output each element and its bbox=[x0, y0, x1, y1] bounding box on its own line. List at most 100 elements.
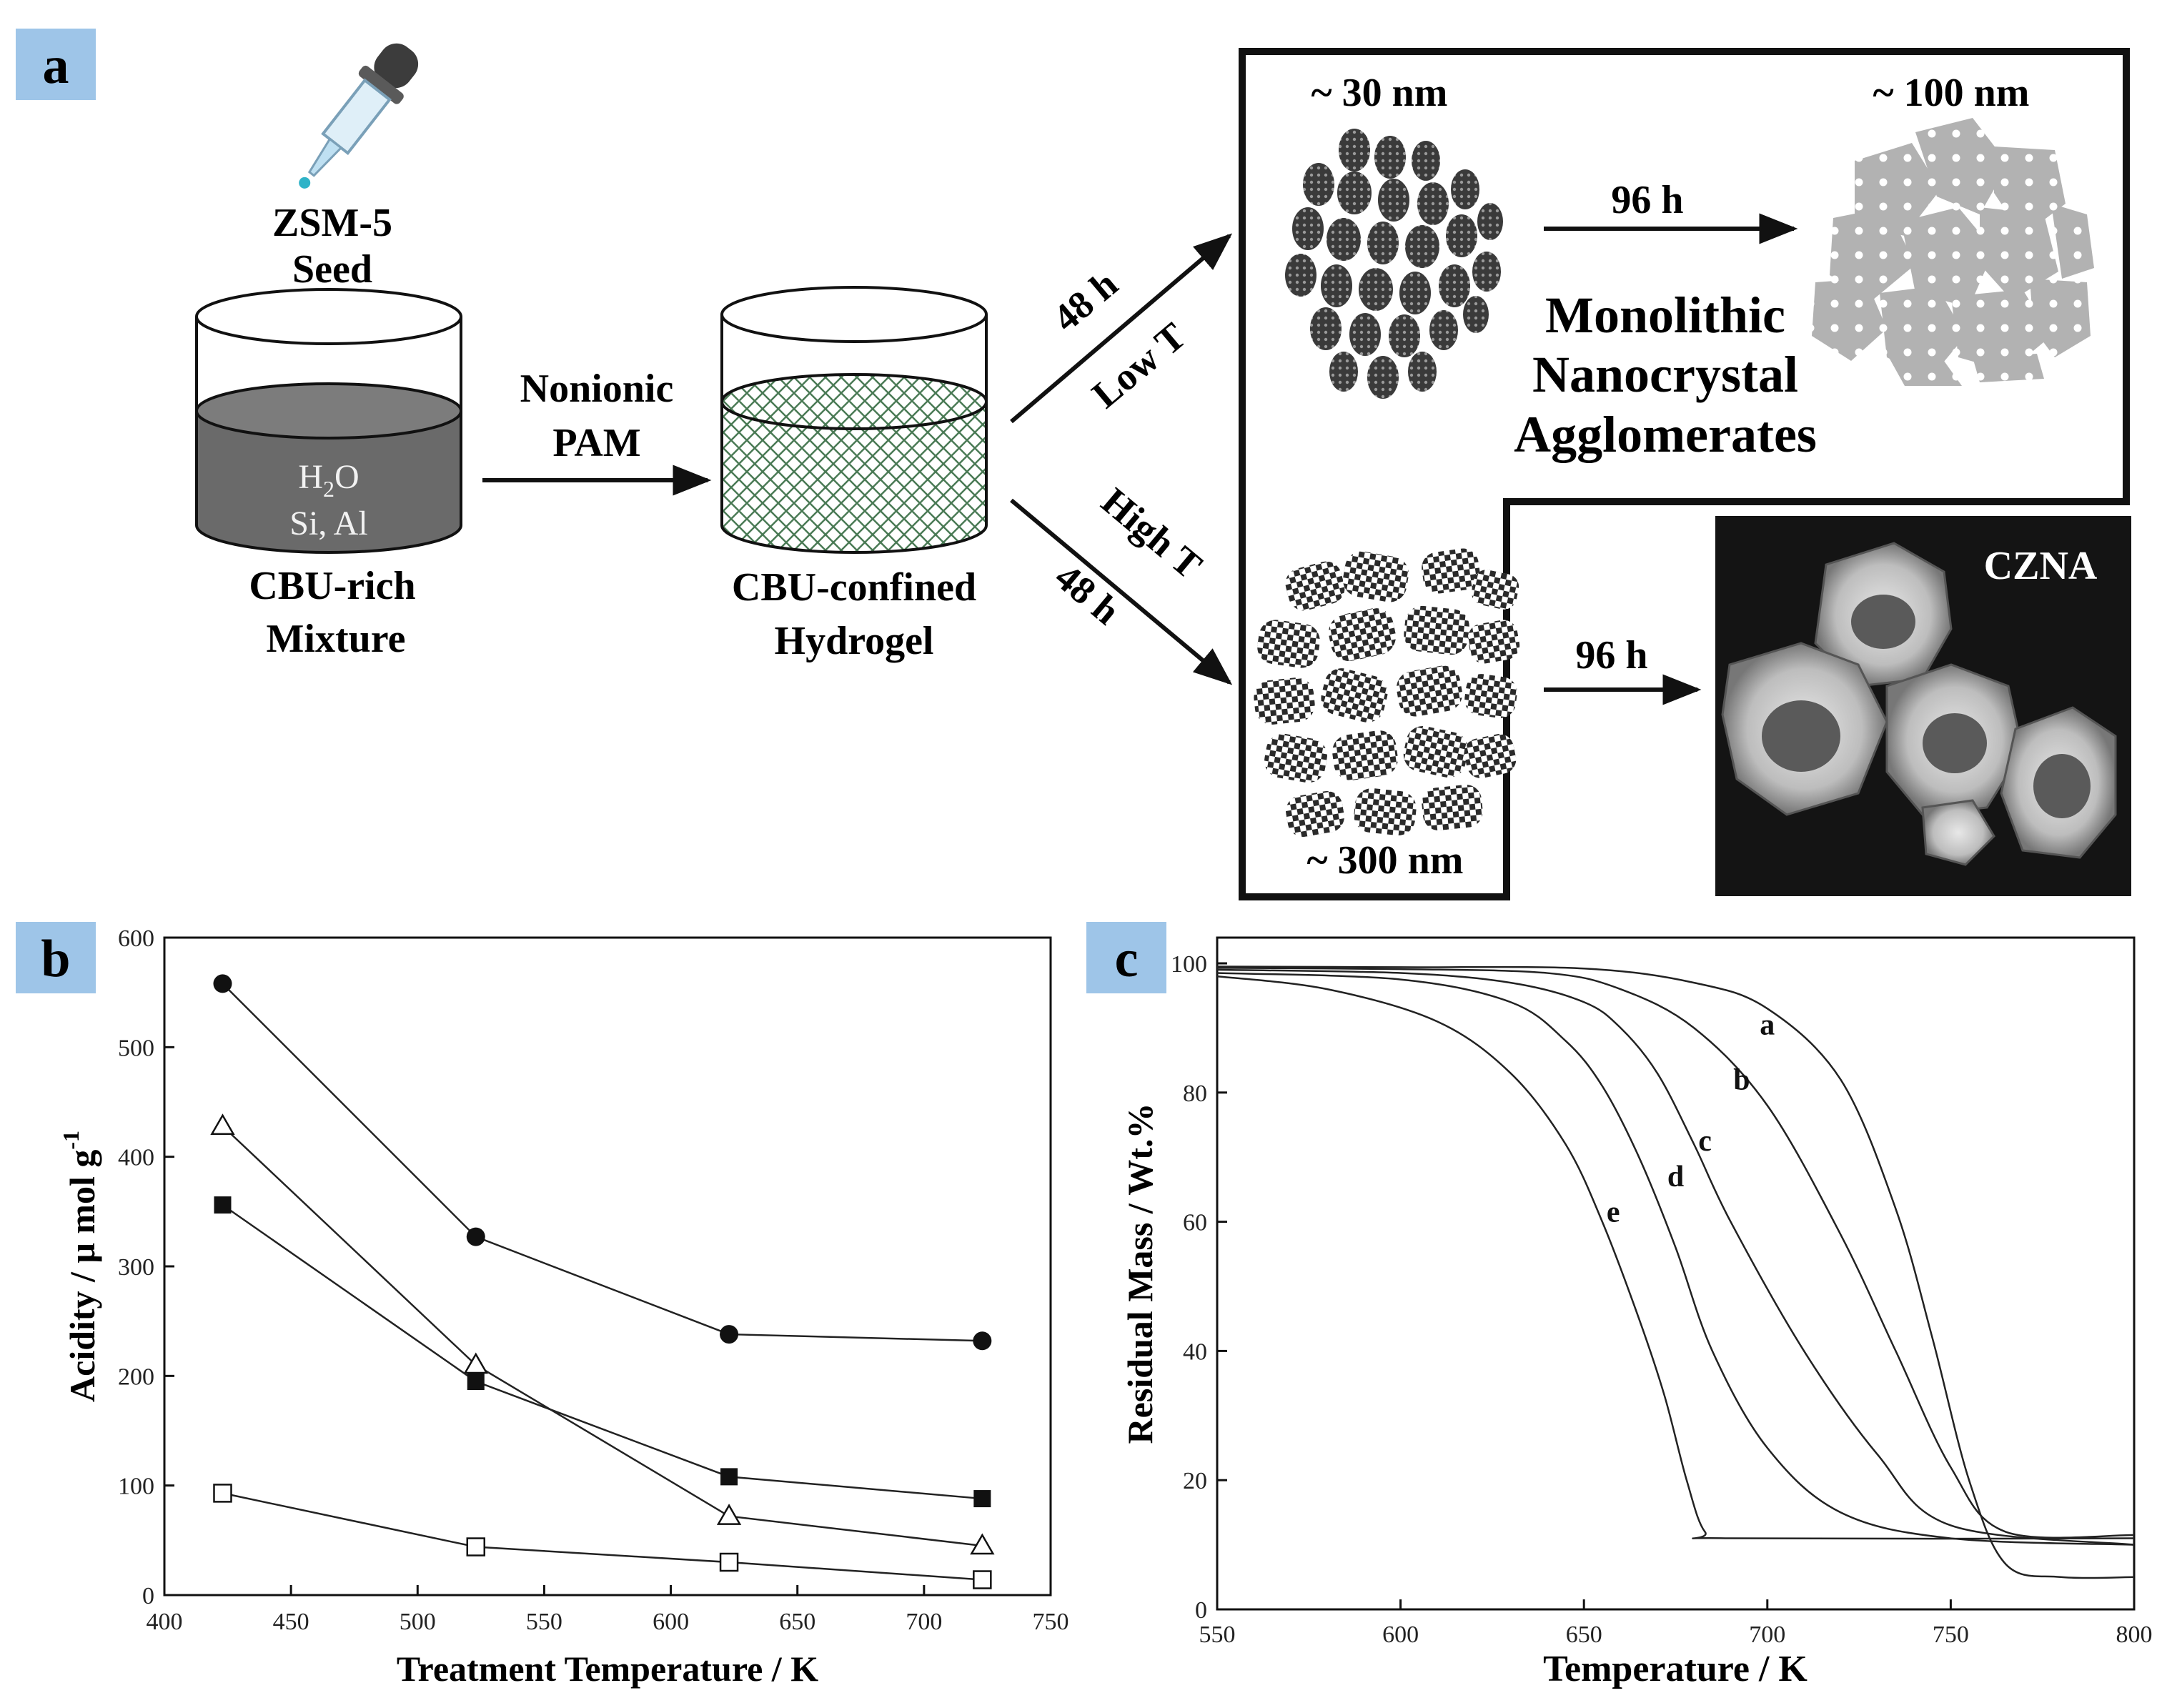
chart-c-ylabel: Residual Mass / Wt.% bbox=[1120, 1103, 1160, 1444]
point-triangle-open bbox=[970, 1533, 995, 1555]
x-tick-label: 550 bbox=[526, 1609, 562, 1635]
x-tick-label: 750 bbox=[1933, 1622, 1969, 1648]
sem-label: CZNA bbox=[1984, 544, 2098, 588]
curve-label-a: a bbox=[1760, 1008, 1775, 1041]
chart-c-ticks: 550 600 650 700 750 800 0 20 40 60 80 100 bbox=[1171, 951, 2153, 1648]
cbu-confined-line1: CBU-confined bbox=[732, 565, 976, 610]
arrow1-line2: PAM bbox=[552, 421, 640, 465]
seed-line2: Seed bbox=[292, 247, 372, 292]
curve-e bbox=[1216, 975, 2135, 1540]
point-circle-filled bbox=[720, 1325, 739, 1344]
product-frame bbox=[1239, 48, 2130, 900]
nanocrystal-cluster-large bbox=[1812, 118, 2094, 386]
arrow1-line1: Nonionic bbox=[520, 367, 674, 411]
nanocrystal-cluster-small bbox=[1285, 129, 1503, 399]
x-tick-label: 750 bbox=[1033, 1609, 1069, 1635]
chart-b-ticks: 400 450 500 550 600 650 700 750 0 100 200 300 400 500… bbox=[118, 925, 1069, 1635]
agglomerate-cluster bbox=[1254, 548, 1520, 838]
x-tick-label: 600 bbox=[1382, 1622, 1419, 1648]
x-tick-label: 700 bbox=[1749, 1622, 1785, 1648]
cbu-rich-beaker bbox=[195, 288, 462, 554]
point-square-open bbox=[719, 1552, 739, 1572]
y-tick-label: 600 bbox=[118, 925, 154, 952]
point-circle-filled bbox=[973, 1331, 992, 1351]
point-square-open bbox=[973, 1570, 992, 1589]
curve-d bbox=[1216, 972, 2135, 1546]
point-triangle-open bbox=[210, 1113, 235, 1135]
panel-label-c-bg bbox=[1086, 922, 1166, 993]
arrow-low-t bbox=[1010, 233, 1233, 424]
y-tick-label: 80 bbox=[1183, 1081, 1207, 1107]
mix-label-line2: Si, Al bbox=[289, 505, 367, 542]
panel-label-a-bg bbox=[16, 29, 96, 100]
y-tick-label: 500 bbox=[118, 1035, 154, 1061]
up-temp: Low T bbox=[1084, 314, 1194, 417]
y-tick-label: 200 bbox=[118, 1364, 154, 1390]
mix-label-line1: H2O bbox=[298, 458, 359, 502]
y-tick-label: 100 bbox=[118, 1474, 154, 1500]
panel-b: b 400 450 500 550 600 650 700 750 0 100 200 300 400 5… bbox=[16, 922, 1069, 1689]
chart-c-xlabel: Temperature / K bbox=[1543, 1649, 1808, 1689]
curve-label-c: c bbox=[1698, 1125, 1712, 1158]
cbu-rich-line1: CBU-rich bbox=[249, 564, 415, 608]
chart-b-series bbox=[210, 974, 995, 1589]
point-square-open bbox=[213, 1484, 232, 1503]
panel-label-b-bg bbox=[16, 922, 96, 993]
point-square-filled bbox=[214, 1196, 232, 1214]
y-tick-label: 400 bbox=[118, 1145, 154, 1171]
series-line bbox=[222, 1492, 983, 1581]
large-size: ~ 100 nm bbox=[1873, 71, 2030, 115]
curve-label-e: e bbox=[1607, 1196, 1620, 1229]
seed-line1: ZSM-5 bbox=[272, 201, 392, 245]
x-tick-label: 450 bbox=[273, 1609, 309, 1635]
curve-c bbox=[1216, 968, 2135, 1546]
panel-a: a ZSM-5 Seed H2O Si, Al CBU-rich Mixture… bbox=[16, 29, 2131, 900]
down-temp: High T bbox=[1094, 480, 1210, 587]
mono-line3: Agglomerates bbox=[1514, 406, 1817, 463]
y-tick-label: 100 bbox=[1171, 951, 1207, 978]
x-tick-label: 550 bbox=[1199, 1622, 1236, 1648]
x-tick-label: 500 bbox=[400, 1609, 436, 1635]
point-square-open bbox=[466, 1537, 486, 1556]
panel-label-c: c bbox=[1115, 930, 1139, 988]
dropper-icon bbox=[299, 43, 419, 189]
cbu-rich-line2: Mixture bbox=[267, 617, 406, 661]
point-circle-filled bbox=[466, 1227, 485, 1246]
series-line bbox=[222, 1125, 983, 1547]
x-tick-label: 600 bbox=[653, 1609, 689, 1635]
y-tick-label: 40 bbox=[1183, 1339, 1207, 1365]
mono-line1: Monolithic bbox=[1545, 287, 1785, 344]
up-time: 48 h bbox=[1045, 262, 1126, 340]
time-96-bottom: 96 h bbox=[1575, 633, 1647, 677]
x-tick-label: 650 bbox=[1566, 1622, 1602, 1648]
y-tick-label: 60 bbox=[1183, 1210, 1207, 1236]
down-time: 48 h bbox=[1047, 555, 1128, 633]
point-triangle-open bbox=[716, 1504, 742, 1525]
panel-label-a: a bbox=[43, 36, 69, 95]
y-tick-label: 20 bbox=[1183, 1468, 1207, 1494]
mono-line2: Nanocrystal bbox=[1532, 346, 1798, 403]
curve-label-b: b bbox=[1733, 1063, 1750, 1096]
chart-b-frame bbox=[163, 936, 1052, 1597]
curve-label-d: d bbox=[1667, 1161, 1684, 1193]
cbu-confined-line2: Hydrogel bbox=[775, 619, 934, 663]
series-line bbox=[222, 983, 983, 1342]
sem-image: CZNA bbox=[1715, 516, 2131, 896]
point-square-filled bbox=[720, 1468, 738, 1486]
small-size: ~ 30 nm bbox=[1311, 71, 1448, 115]
agg-size: ~ 300 nm bbox=[1307, 838, 1464, 883]
arrow-high-t bbox=[1010, 498, 1233, 685]
x-tick-label: 700 bbox=[906, 1609, 942, 1635]
curve-a bbox=[1216, 965, 2135, 1579]
chart-b-ylabel: Acidity / μ mol g-1 bbox=[58, 1131, 102, 1402]
point-square-filled bbox=[467, 1373, 485, 1390]
y-tick-label: 300 bbox=[118, 1254, 154, 1281]
series-line bbox=[222, 1204, 983, 1500]
panel-label-b: b bbox=[41, 930, 70, 988]
point-square-filled bbox=[973, 1490, 991, 1508]
x-tick-label: 650 bbox=[779, 1609, 815, 1635]
x-tick-label: 800 bbox=[2116, 1622, 2153, 1648]
